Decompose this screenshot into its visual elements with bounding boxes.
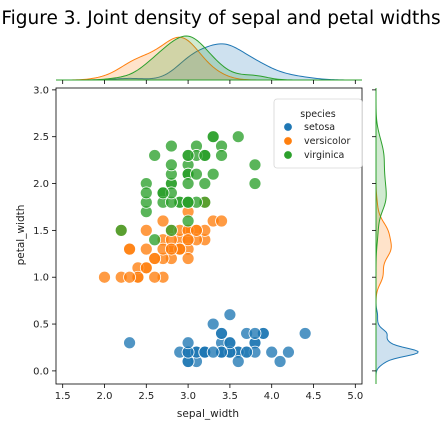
scatter-point-setosa	[241, 346, 253, 358]
scatter-point-virginica	[115, 224, 127, 236]
scatter-point-virginica	[182, 149, 194, 161]
figure-title: Figure 3. Joint density of sepal and pet…	[1, 8, 440, 29]
scatter-point-versicolor	[124, 243, 136, 255]
scatter-point-virginica	[149, 149, 161, 161]
scatter-point-setosa	[299, 327, 311, 339]
scatter-point-virginica	[165, 224, 177, 236]
scatter-point-setosa	[232, 356, 244, 368]
x-axis-label: sepal_width	[177, 408, 239, 420]
scatter-point-versicolor	[140, 224, 152, 236]
right-marginal-kde	[376, 88, 418, 384]
scatter-point-setosa	[266, 346, 278, 358]
scatter-point-virginica	[249, 159, 261, 171]
scatter-point-virginica	[182, 215, 194, 227]
scatter-point-virginica	[140, 187, 152, 199]
scatter-point-virginica	[165, 140, 177, 152]
y-tick-label: 1.0	[33, 273, 49, 284]
scatter-point-versicolor	[182, 252, 194, 264]
scatter-point-setosa	[249, 327, 261, 339]
scatter-point-versicolor	[140, 262, 152, 274]
y-tick-label: 3.0	[33, 85, 49, 96]
scatter-point-virginica	[199, 178, 211, 190]
y-tick-label: 0.5	[33, 320, 49, 331]
legend: species setosa versicolor virginica	[274, 99, 362, 168]
x-tick-label: 1.5	[55, 391, 71, 402]
y-tick-label: 1.5	[33, 226, 49, 237]
scatter-point-setosa	[282, 346, 294, 358]
legend-marker-virginica	[284, 151, 292, 159]
scatter-point-setosa	[124, 337, 136, 349]
scatter-point-versicolor	[182, 234, 194, 246]
scatter-point-virginica	[199, 149, 211, 161]
x-tick-label: 2.5	[138, 391, 154, 402]
scatter-point-virginica	[207, 168, 219, 180]
x-tick-label: 2.0	[97, 391, 113, 402]
scatter-point-virginica	[182, 178, 194, 190]
scatter-point-setosa	[224, 309, 236, 321]
scatter-point-virginica	[249, 178, 261, 190]
legend-label-virginica: virginica	[304, 150, 344, 161]
scatter-point-virginica	[232, 131, 244, 143]
scatter-point-virginica	[182, 196, 194, 208]
legend-label-setosa: setosa	[304, 122, 335, 133]
y-tick-label: 2.0	[33, 179, 49, 190]
scatter-point-virginica	[157, 187, 169, 199]
scatter-point-virginica	[165, 159, 177, 171]
y-tick-label: 2.5	[33, 132, 49, 143]
x-tick-label: 3.0	[180, 391, 196, 402]
legend-label-versicolor: versicolor	[304, 136, 350, 147]
top-marginal-kde	[56, 36, 362, 80]
scatter-point-virginica	[216, 149, 228, 161]
legend-marker-setosa	[284, 123, 292, 131]
x-tick-label: 4.5	[306, 391, 322, 402]
scatter-point-setosa	[216, 327, 228, 339]
legend-marker-versicolor	[284, 137, 292, 145]
x-tick-label: 5.0	[347, 391, 363, 402]
scatter-point-virginica	[190, 168, 202, 180]
scatter-point-versicolor	[165, 243, 177, 255]
scatter-point-setosa	[224, 337, 236, 349]
scatter-point-setosa	[207, 346, 219, 358]
scatter-point-versicolor	[140, 243, 152, 255]
scatter-point-versicolor	[216, 215, 228, 227]
scatter-point-versicolor	[98, 271, 110, 283]
scatter-point-virginica	[207, 131, 219, 143]
scatter-point-setosa	[274, 356, 286, 368]
x-tick-label: 4.0	[264, 391, 280, 402]
x-tick-label: 3.5	[222, 391, 238, 402]
y-axis-label: petal_width	[15, 205, 27, 266]
top-kde-virginica	[56, 36, 362, 80]
scatter-point-versicolor	[149, 252, 161, 264]
scatter-point-versicolor	[157, 215, 169, 227]
scatter-point-versicolor	[124, 271, 136, 283]
y-tick-label: 0.0	[33, 366, 49, 377]
scatter-point-setosa	[182, 337, 194, 349]
scatter-point-virginica	[149, 234, 161, 246]
scatter-point-versicolor	[190, 224, 202, 236]
scatter-point-setosa	[207, 318, 219, 330]
legend-title: species	[300, 109, 336, 120]
scatter-point-versicolor	[149, 271, 161, 283]
